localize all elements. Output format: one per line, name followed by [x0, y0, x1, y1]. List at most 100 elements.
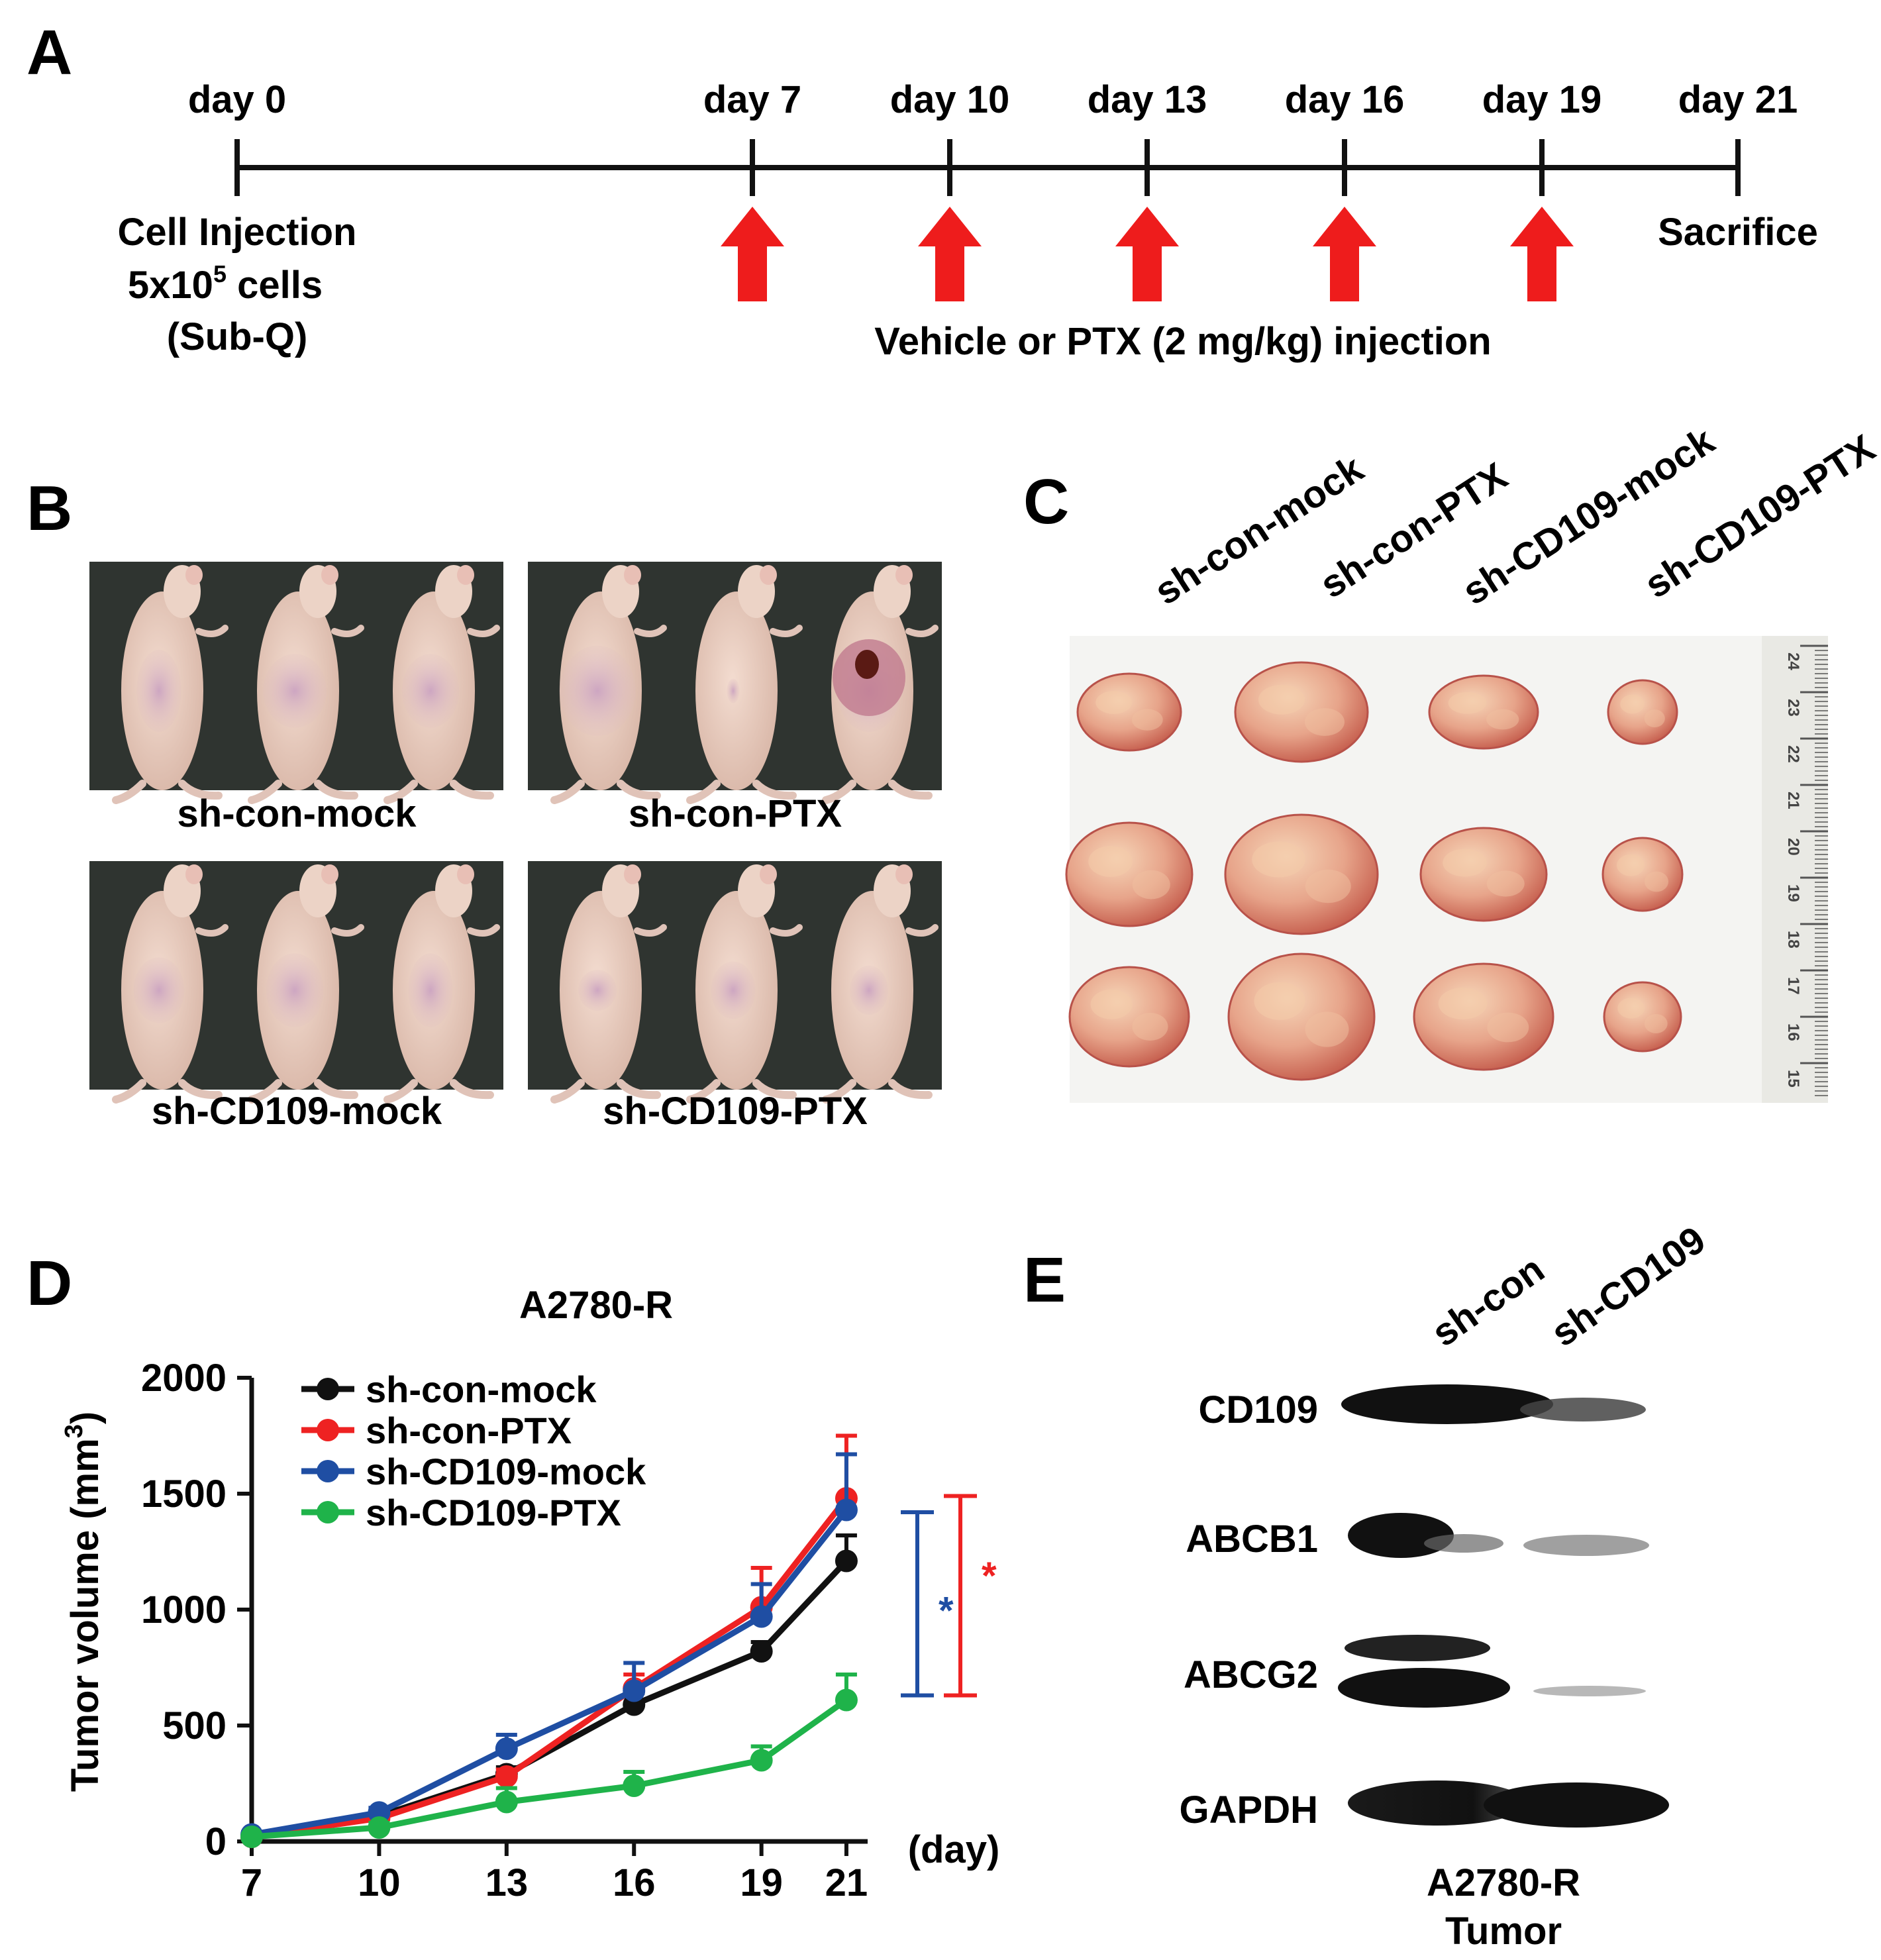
- ruler-number: 17: [1784, 977, 1802, 995]
- injection-label: Vehicle or PTX (2 mg/kg) injection: [874, 320, 1491, 363]
- data-point: [835, 1549, 858, 1573]
- y-tick-label: 1000: [141, 1588, 227, 1631]
- blot-row-label-abcg2: ABCG2: [1184, 1653, 1318, 1696]
- tumor-specimen: [1224, 813, 1379, 935]
- panel-label-e: E: [1023, 1245, 1066, 1315]
- legend-label: sh-CD109-mock: [366, 1451, 646, 1492]
- tumor-specimen: [1428, 674, 1539, 750]
- band-cd109-sh-cd109: [1520, 1398, 1646, 1421]
- x-axis-unit-label: (day): [908, 1828, 1000, 1871]
- data-point: [835, 1498, 858, 1522]
- timeline-day-label: day 0: [188, 78, 286, 121]
- legend-label: sh-CD109-PTX: [366, 1492, 621, 1533]
- x-tick-label: 10: [358, 1861, 401, 1904]
- tumor-specimen: [1607, 679, 1678, 745]
- mouse-illustration: [248, 565, 364, 804]
- band-abcb1-sh-con: [1348, 1513, 1454, 1558]
- ruler-number: 16: [1784, 1023, 1802, 1041]
- ruler-number: 24: [1784, 652, 1802, 670]
- mouse-illustration: [383, 864, 500, 1104]
- mice-label-sh-con-mock: sh-con-mock: [178, 792, 417, 835]
- tumor-specimen: [1065, 821, 1194, 927]
- blot-lane-label-1: sh-con: [1424, 1247, 1552, 1355]
- mice-label-sh-cd109-ptx: sh-CD109-PTX: [603, 1090, 868, 1133]
- legend-marker: [317, 1460, 339, 1482]
- start-label-line1: Cell Injection: [118, 211, 357, 254]
- mouse-illustration: [550, 565, 667, 804]
- timeline-day-label: day 7: [703, 78, 801, 121]
- y-tick-label: 2000: [141, 1357, 227, 1400]
- x-tick-label: 21: [825, 1861, 868, 1904]
- injection-arrow-icon: [1115, 207, 1179, 301]
- band-gapdh-sh-con: [1348, 1780, 1527, 1826]
- injection-arrow-icon: [721, 207, 784, 301]
- series-sh-cd109-ptx: [240, 1673, 858, 1848]
- mice-label-sh-con-ptx: sh-con-PTX: [629, 792, 842, 835]
- data-point: [750, 1749, 773, 1772]
- tumor-volume-chart: A2780-R Tumor volume (mm3) (day) 0 500 100…: [60, 1284, 999, 1904]
- ruler-number: 22: [1784, 745, 1802, 763]
- tumor-specimen: [1601, 837, 1684, 912]
- blot-row-label-cd109: CD109: [1198, 1388, 1318, 1431]
- ruler-number: 23: [1784, 699, 1802, 717]
- series-line: [251, 1508, 849, 1837]
- ruler-marks: 24 23 22 21 20 19 18 17 16 15: [1784, 645, 1828, 1096]
- legend-label: sh-con-mock: [366, 1368, 597, 1410]
- timeline-day-label: day 13: [1088, 78, 1207, 121]
- timeline-day-label: day 19: [1482, 78, 1602, 121]
- tumor-specimen: [1413, 962, 1554, 1071]
- panel-label-d: D: [26, 1248, 72, 1319]
- y-axis-label: Tumor volume (mm3): [60, 1412, 107, 1792]
- blot-caption-line2: Tumor: [1445, 1910, 1562, 1953]
- band-gapdh-sh-cd109: [1484, 1782, 1669, 1828]
- mice-photos: [89, 562, 942, 1104]
- x-tick-label: 16: [613, 1861, 656, 1904]
- injection-arrow-icon: [1510, 207, 1574, 301]
- ruler-number: 21: [1784, 792, 1802, 809]
- legend-marker: [317, 1501, 339, 1523]
- significance-marker: *: [939, 1589, 954, 1632]
- x-tick-label: 19: [740, 1861, 783, 1904]
- band-abcb1-sh-cd109: [1523, 1535, 1649, 1556]
- panel-label-c: C: [1023, 466, 1069, 537]
- band-abcb1-sh-con-tail: [1424, 1534, 1503, 1553]
- mouse-illustration: [822, 864, 939, 1104]
- ruler-number: 15: [1784, 1070, 1802, 1088]
- mouse-illustration: [822, 565, 939, 804]
- data-point: [495, 1765, 518, 1788]
- data-point: [835, 1688, 858, 1712]
- tumor-specimen: [1603, 981, 1682, 1053]
- y-tick-label: 0: [205, 1820, 227, 1863]
- injection-arrow-icon: [1313, 207, 1376, 301]
- end-label: Sacrifice: [1658, 211, 1818, 254]
- tumor-specimen: [1234, 661, 1369, 763]
- ruler-number: 19: [1784, 884, 1802, 902]
- tumor-specimen: [1419, 827, 1548, 922]
- data-point: [750, 1640, 773, 1663]
- data-point: [623, 1679, 646, 1702]
- data-point: [240, 1826, 263, 1848]
- start-label-line2: 5x105 cells: [128, 260, 323, 307]
- western-blot: sh-con sh-CD109 CD109 ABCB1 ABCG2 GAPDH …: [1180, 1218, 1713, 1953]
- data-point: [495, 1737, 518, 1760]
- band-abcg2-sh-cd109: [1533, 1686, 1646, 1696]
- band-cd109-sh-con: [1341, 1384, 1553, 1424]
- panel-label-b: B: [26, 473, 72, 544]
- series-line: [251, 1496, 849, 1840]
- ruler: [1762, 636, 1828, 1103]
- tumor-specimen: [1068, 966, 1190, 1068]
- data-point: [750, 1605, 773, 1628]
- blot-row-label-abcb1: ABCB1: [1186, 1518, 1318, 1561]
- y-tick-label: 500: [162, 1704, 227, 1747]
- tumor-specimen: [1076, 672, 1182, 752]
- legend-label: sh-con-PTX: [366, 1410, 572, 1451]
- y-tick-label: 1500: [141, 1472, 227, 1516]
- legend-marker: [317, 1419, 339, 1441]
- data-point: [623, 1775, 646, 1797]
- mouse-illustration: [686, 565, 803, 804]
- timeline-day-label: day 21: [1678, 78, 1798, 121]
- significance-bracket: *: [901, 1510, 954, 1698]
- x-tick-label: 7: [241, 1861, 262, 1904]
- blot-row-label-gapdh: GAPDH: [1180, 1788, 1318, 1831]
- timeline-day-label: day 10: [890, 78, 1010, 121]
